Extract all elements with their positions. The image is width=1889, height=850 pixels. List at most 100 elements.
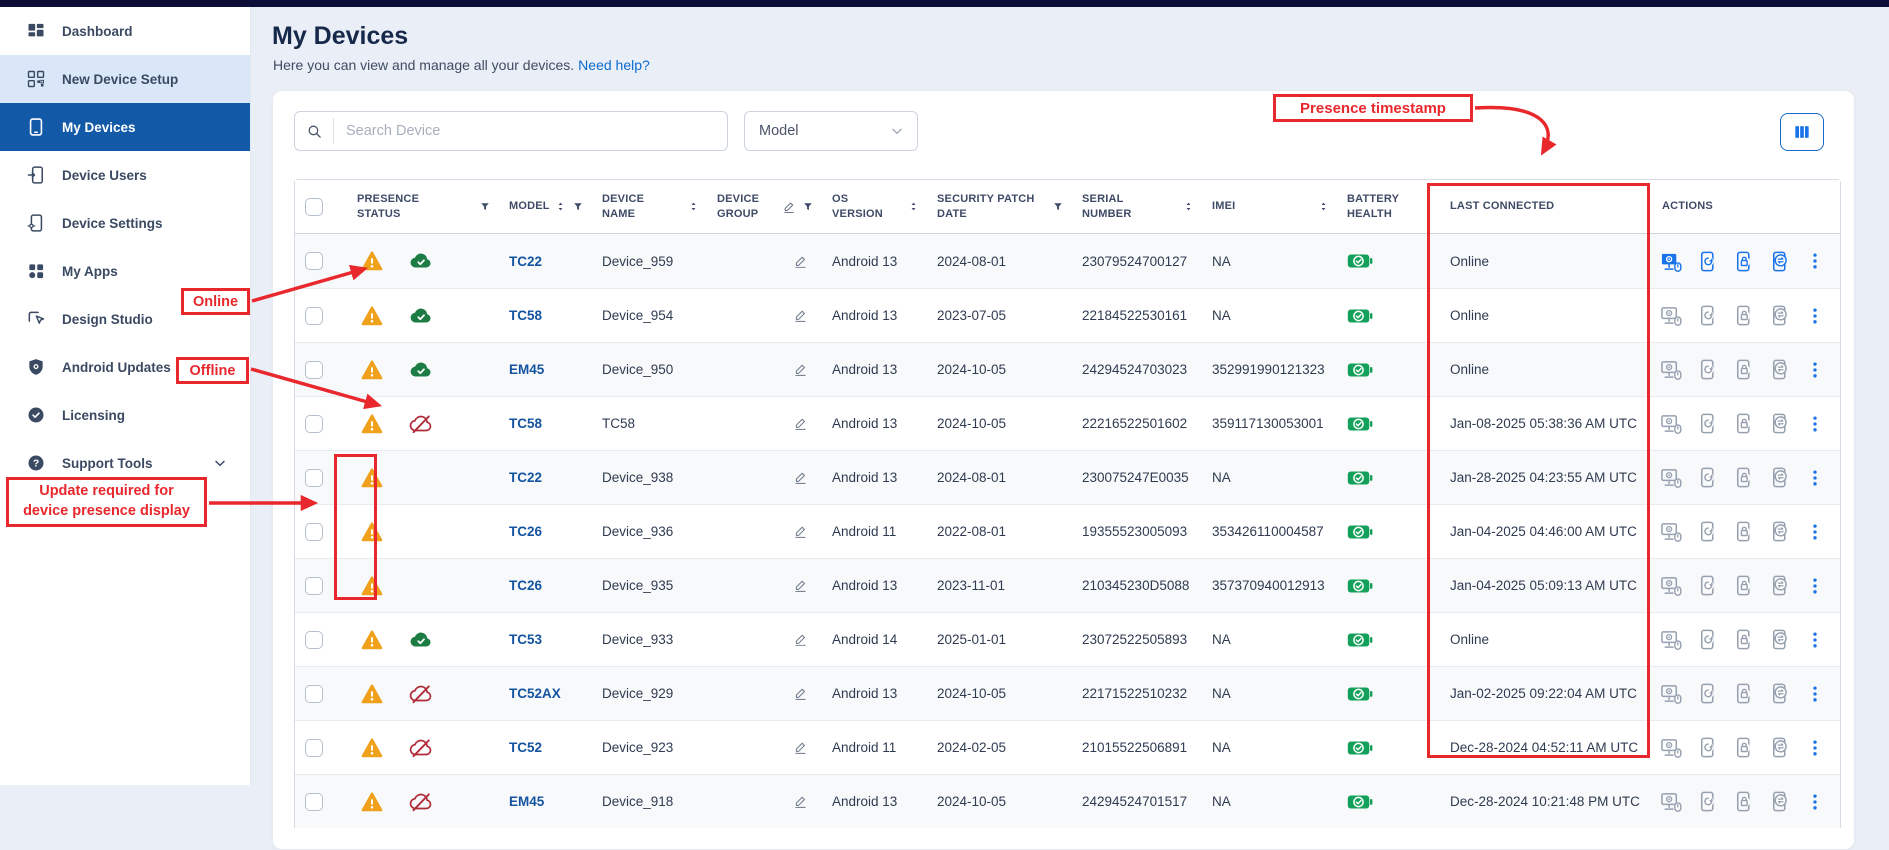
edit-icon[interactable] bbox=[782, 200, 796, 214]
row-checkbox[interactable] bbox=[305, 685, 323, 703]
reboot-device-icon[interactable] bbox=[1696, 682, 1719, 705]
more-options-icon[interactable] bbox=[1805, 414, 1825, 434]
sidebar-item-my-devices[interactable]: My Devices bbox=[0, 103, 250, 151]
row-checkbox[interactable] bbox=[305, 631, 323, 649]
sidebar-item-device-settings[interactable]: Device Settings bbox=[0, 199, 250, 247]
sidebar-item-my-apps[interactable]: My Apps bbox=[0, 247, 250, 295]
sidebar-item-licensing[interactable]: Licensing bbox=[0, 391, 250, 439]
row-checkbox[interactable] bbox=[305, 523, 323, 541]
remote-control-icon[interactable] bbox=[1660, 736, 1683, 759]
column-header-security-patch-date[interactable]: SECURITY PATCH DATE bbox=[927, 180, 1072, 233]
device-model-link[interactable]: TC58 bbox=[509, 416, 542, 431]
edit-device-group-icon[interactable] bbox=[793, 632, 808, 647]
sidebar-item-android-updates[interactable]: Android Updates bbox=[0, 343, 250, 391]
edit-device-group-icon[interactable] bbox=[793, 524, 808, 539]
edit-device-group-icon[interactable] bbox=[793, 686, 808, 701]
device-model-link[interactable]: TC26 bbox=[509, 578, 542, 593]
remote-control-icon[interactable] bbox=[1660, 358, 1683, 381]
sidebar-item-dashboard[interactable]: Dashboard bbox=[0, 7, 250, 55]
send-message-icon[interactable] bbox=[1768, 736, 1791, 759]
lock-device-icon[interactable] bbox=[1732, 682, 1755, 705]
column-header-serial-number[interactable]: SERIAL NUMBER bbox=[1072, 180, 1202, 233]
device-model-link[interactable]: TC58 bbox=[509, 308, 542, 323]
device-model-link[interactable]: TC52AX bbox=[509, 686, 561, 701]
column-header-device-name[interactable]: DEVICE NAME bbox=[592, 180, 707, 233]
select-all-checkbox[interactable] bbox=[305, 198, 323, 216]
row-checkbox[interactable] bbox=[305, 361, 323, 379]
device-model-link[interactable]: TC22 bbox=[509, 254, 542, 269]
column-header-battery-health[interactable]: BATTERY HEALTH bbox=[1337, 180, 1429, 233]
column-header-presence-status[interactable]: PRESENCE STATUS bbox=[347, 180, 499, 233]
lock-device-icon[interactable] bbox=[1732, 574, 1755, 597]
remote-control-icon[interactable] bbox=[1660, 304, 1683, 327]
more-options-icon[interactable] bbox=[1805, 251, 1825, 271]
lock-device-icon[interactable] bbox=[1732, 466, 1755, 489]
more-options-icon[interactable] bbox=[1805, 360, 1825, 380]
device-model-link[interactable]: TC22 bbox=[509, 470, 542, 485]
column-header-os-version[interactable]: OS VERSION bbox=[822, 180, 927, 233]
remote-control-icon[interactable] bbox=[1660, 520, 1683, 543]
more-options-icon[interactable] bbox=[1805, 630, 1825, 650]
row-checkbox[interactable] bbox=[305, 469, 323, 487]
send-message-icon[interactable] bbox=[1768, 682, 1791, 705]
reboot-device-icon[interactable] bbox=[1696, 412, 1719, 435]
column-settings-button[interactable] bbox=[1780, 113, 1824, 151]
sort-icon[interactable] bbox=[688, 200, 699, 213]
sort-icon[interactable] bbox=[1183, 200, 1194, 213]
device-model-link[interactable]: TC52 bbox=[509, 740, 542, 755]
row-checkbox[interactable] bbox=[305, 415, 323, 433]
lock-device-icon[interactable] bbox=[1732, 412, 1755, 435]
row-checkbox[interactable] bbox=[305, 577, 323, 595]
reboot-device-icon[interactable] bbox=[1696, 250, 1719, 273]
send-message-icon[interactable] bbox=[1768, 358, 1791, 381]
sort-icon[interactable] bbox=[908, 200, 919, 213]
sidebar-item-design-studio[interactable]: Design Studio bbox=[0, 295, 250, 343]
column-header-imei[interactable]: IMEI bbox=[1202, 180, 1337, 233]
sort-icon[interactable] bbox=[1318, 200, 1329, 213]
sidebar-item-device-users[interactable]: Device Users bbox=[0, 151, 250, 199]
row-checkbox[interactable] bbox=[305, 739, 323, 757]
edit-device-group-icon[interactable] bbox=[793, 308, 808, 323]
more-options-icon[interactable] bbox=[1805, 522, 1825, 542]
edit-device-group-icon[interactable] bbox=[793, 254, 808, 269]
remote-control-icon[interactable] bbox=[1660, 412, 1683, 435]
reboot-device-icon[interactable] bbox=[1696, 466, 1719, 489]
filter-icon[interactable] bbox=[479, 201, 491, 213]
edit-device-group-icon[interactable] bbox=[793, 416, 808, 431]
column-header-model[interactable]: MODEL bbox=[499, 180, 592, 233]
filter-icon[interactable] bbox=[802, 201, 814, 213]
send-message-icon[interactable] bbox=[1768, 250, 1791, 273]
reboot-device-icon[interactable] bbox=[1696, 574, 1719, 597]
reboot-device-icon[interactable] bbox=[1696, 628, 1719, 651]
row-checkbox[interactable] bbox=[305, 307, 323, 325]
send-message-icon[interactable] bbox=[1768, 304, 1791, 327]
lock-device-icon[interactable] bbox=[1732, 628, 1755, 651]
edit-device-group-icon[interactable] bbox=[793, 740, 808, 755]
device-model-link[interactable]: EM45 bbox=[509, 794, 544, 809]
lock-device-icon[interactable] bbox=[1732, 304, 1755, 327]
edit-device-group-icon[interactable] bbox=[793, 578, 808, 593]
sort-icon[interactable] bbox=[555, 200, 566, 213]
model-filter-select[interactable]: Model bbox=[744, 111, 918, 151]
remote-control-icon[interactable] bbox=[1660, 574, 1683, 597]
lock-device-icon[interactable] bbox=[1732, 250, 1755, 273]
send-message-icon[interactable] bbox=[1768, 520, 1791, 543]
reboot-device-icon[interactable] bbox=[1696, 790, 1719, 813]
reboot-device-icon[interactable] bbox=[1696, 358, 1719, 381]
more-options-icon[interactable] bbox=[1805, 792, 1825, 812]
remote-control-icon[interactable] bbox=[1660, 628, 1683, 651]
send-message-icon[interactable] bbox=[1768, 574, 1791, 597]
filter-icon[interactable] bbox=[1052, 201, 1064, 213]
need-help-link[interactable]: Need help? bbox=[578, 57, 650, 73]
row-checkbox[interactable] bbox=[305, 252, 323, 270]
reboot-device-icon[interactable] bbox=[1696, 736, 1719, 759]
lock-device-icon[interactable] bbox=[1732, 790, 1755, 813]
device-model-link[interactable]: TC26 bbox=[509, 524, 542, 539]
more-options-icon[interactable] bbox=[1805, 738, 1825, 758]
send-message-icon[interactable] bbox=[1768, 628, 1791, 651]
column-header-device-group[interactable]: DEVICE GROUP bbox=[707, 180, 822, 233]
reboot-device-icon[interactable] bbox=[1696, 520, 1719, 543]
lock-device-icon[interactable] bbox=[1732, 736, 1755, 759]
more-options-icon[interactable] bbox=[1805, 306, 1825, 326]
more-options-icon[interactable] bbox=[1805, 468, 1825, 488]
